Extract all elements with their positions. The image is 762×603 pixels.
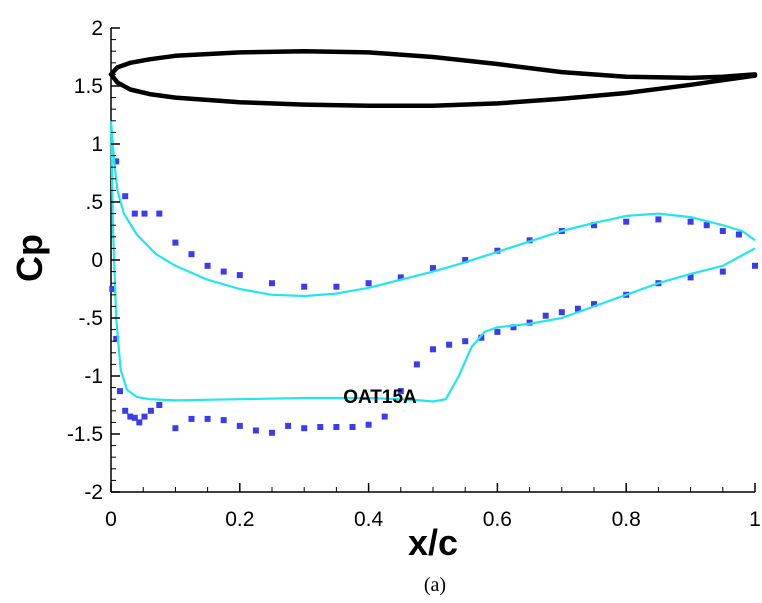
data-point — [349, 424, 356, 430]
x-tick-label: 0.8 — [612, 508, 641, 531]
data-point — [236, 422, 243, 429]
y-axis-title: Cp — [9, 234, 50, 282]
data-point — [122, 407, 129, 414]
data-point — [127, 413, 134, 420]
data-point — [430, 265, 436, 272]
data-point — [301, 425, 308, 432]
data-point — [141, 413, 148, 420]
data-point — [220, 417, 227, 424]
data-point — [397, 388, 404, 395]
airfoil-profile — [108, 48, 758, 108]
data-point — [188, 251, 195, 258]
annotation-label: OAT15A — [343, 387, 417, 408]
data-point — [381, 413, 388, 420]
x-tick-label: 0.4 — [354, 508, 384, 531]
data-point — [687, 218, 694, 225]
airfoil-outline — [108, 48, 758, 108]
data-point — [655, 216, 662, 223]
data-point — [526, 319, 533, 326]
data-point — [574, 305, 581, 312]
data-point — [156, 210, 163, 217]
data-point — [703, 222, 710, 229]
data-point — [333, 283, 340, 290]
data-point — [172, 425, 179, 432]
data-point — [365, 421, 372, 428]
series-line-3 — [109, 120, 756, 298]
data-point — [141, 210, 148, 217]
data-point — [109, 286, 116, 292]
x-tick-label: 0.2 — [225, 508, 254, 531]
data-point — [397, 274, 404, 281]
data-point — [430, 346, 436, 353]
y-tick-label: 1.5 — [74, 75, 103, 98]
data-point — [131, 210, 138, 217]
x-tick-label: 0 — [105, 508, 117, 531]
data-point — [752, 262, 758, 269]
data-point — [478, 334, 485, 341]
data-point — [136, 419, 143, 426]
data-point — [687, 274, 694, 281]
data-point — [204, 415, 211, 422]
data-point — [735, 231, 742, 238]
data-point — [317, 424, 324, 430]
data-point — [623, 218, 630, 225]
data-point — [494, 247, 501, 254]
x-tick-label: 1 — [749, 508, 761, 531]
y-tick-label: 0 — [91, 249, 103, 272]
data-point — [591, 301, 597, 308]
series-group — [109, 120, 758, 436]
data-point — [301, 283, 308, 290]
data-point — [252, 427, 259, 434]
data-point — [462, 257, 469, 263]
axes-frame — [110, 28, 755, 493]
data-point — [446, 341, 453, 348]
data-point — [719, 228, 726, 234]
y-tick-label: 2 — [91, 17, 103, 40]
data-point — [462, 338, 469, 345]
data-point — [494, 328, 501, 335]
data-point — [147, 407, 154, 414]
data-point — [117, 388, 123, 395]
data-point — [236, 272, 243, 279]
data-point — [156, 402, 163, 408]
data-point — [719, 268, 726, 275]
data-point — [269, 280, 275, 287]
data-point — [113, 335, 120, 342]
y-tick-label: -2 — [84, 481, 103, 504]
y-tick-label: -.5 — [78, 307, 103, 330]
data-point — [413, 361, 420, 368]
data-point — [188, 415, 195, 422]
data-point — [591, 222, 597, 229]
data-point — [542, 312, 549, 319]
data-point — [122, 193, 129, 200]
data-point — [204, 262, 211, 269]
data-point — [113, 158, 120, 165]
y-tick-label: .5 — [85, 191, 103, 214]
data-point — [285, 422, 292, 429]
data-point — [365, 280, 372, 287]
series-line-2 — [109, 120, 756, 403]
data-point — [131, 414, 138, 421]
tick-group: 0 0.2 0.4 0.6 0.8 1 -2 -1.5 -1 -.5 0 .5 1 1.5 2 — [67, 17, 761, 531]
figure-caption: (a) — [424, 574, 446, 596]
data-point — [558, 309, 565, 316]
data-point — [510, 324, 517, 331]
x-tick-label: 0.6 — [483, 508, 512, 531]
data-point — [220, 268, 227, 275]
data-point — [333, 424, 340, 430]
data-point — [172, 239, 179, 246]
data-point — [269, 429, 275, 436]
y-tick-label: -1.5 — [67, 423, 103, 446]
x-axis-title: x/c — [408, 522, 458, 563]
y-tick-label: -1 — [84, 365, 103, 388]
y-tick-label: 1 — [91, 133, 103, 156]
